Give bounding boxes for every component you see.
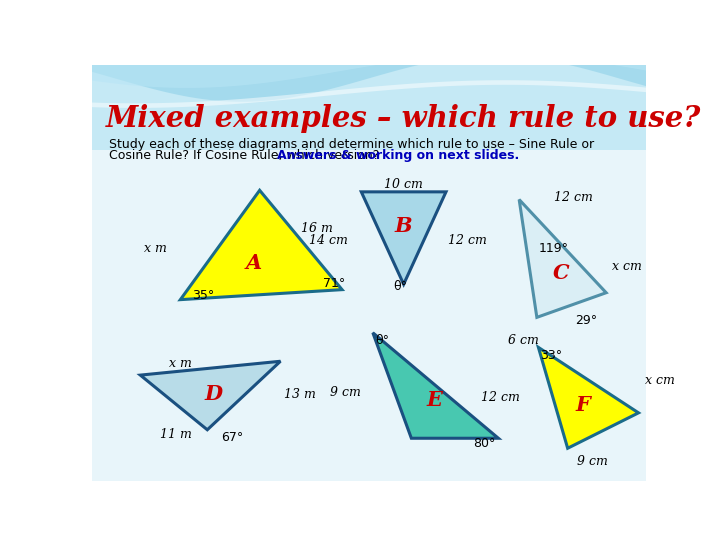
Text: 12 cm: 12 cm: [449, 234, 487, 247]
Text: 16 m: 16 m: [301, 221, 333, 234]
Text: 12 cm: 12 cm: [554, 191, 593, 204]
Polygon shape: [140, 361, 281, 430]
Polygon shape: [361, 192, 446, 284]
Text: Mixed examples – which rule to use?: Mixed examples – which rule to use?: [106, 104, 701, 133]
Polygon shape: [180, 190, 342, 300]
Text: 80°: 80°: [473, 437, 495, 450]
Polygon shape: [373, 333, 498, 438]
Polygon shape: [519, 200, 606, 318]
Polygon shape: [92, 54, 647, 88]
Text: 13 m: 13 m: [284, 388, 316, 401]
Polygon shape: [92, 65, 647, 481]
Text: 33°: 33°: [540, 349, 562, 362]
Polygon shape: [92, 56, 647, 102]
Text: E: E: [426, 390, 442, 410]
Text: A: A: [246, 253, 261, 273]
Text: x cm: x cm: [644, 374, 675, 387]
Text: B: B: [395, 217, 413, 237]
Text: F: F: [575, 395, 590, 415]
Text: Cosine Rule? If Cosine Rule, which version?: Cosine Rule? If Cosine Rule, which versi…: [109, 150, 387, 163]
Text: D: D: [204, 384, 222, 404]
Text: x m: x m: [168, 357, 192, 370]
Polygon shape: [92, 80, 647, 108]
Text: 11 m: 11 m: [160, 428, 192, 441]
Text: Study each of these diagrams and determine which rule to use – Sine Rule or: Study each of these diagrams and determi…: [109, 138, 594, 151]
Text: 71°: 71°: [323, 277, 345, 290]
Polygon shape: [539, 347, 639, 448]
Text: 35°: 35°: [192, 289, 214, 302]
Text: θ°: θ°: [393, 280, 407, 293]
Text: 119°: 119°: [539, 241, 568, 254]
Text: 9 cm: 9 cm: [577, 455, 608, 468]
Text: θ°: θ°: [375, 334, 390, 347]
Text: 9 cm: 9 cm: [330, 386, 361, 399]
Text: 29°: 29°: [575, 314, 598, 327]
Text: C: C: [553, 262, 570, 283]
Text: x m: x m: [143, 241, 166, 254]
Text: x cm: x cm: [611, 260, 642, 273]
Text: 67°: 67°: [221, 431, 243, 444]
Text: 6 cm: 6 cm: [508, 334, 539, 347]
Text: 14 cm: 14 cm: [310, 234, 348, 247]
Text: 10 cm: 10 cm: [384, 178, 423, 191]
Text: 12 cm: 12 cm: [481, 391, 520, 404]
Text: Answers & working on next slides.: Answers & working on next slides.: [276, 150, 519, 163]
Polygon shape: [92, 65, 647, 150]
